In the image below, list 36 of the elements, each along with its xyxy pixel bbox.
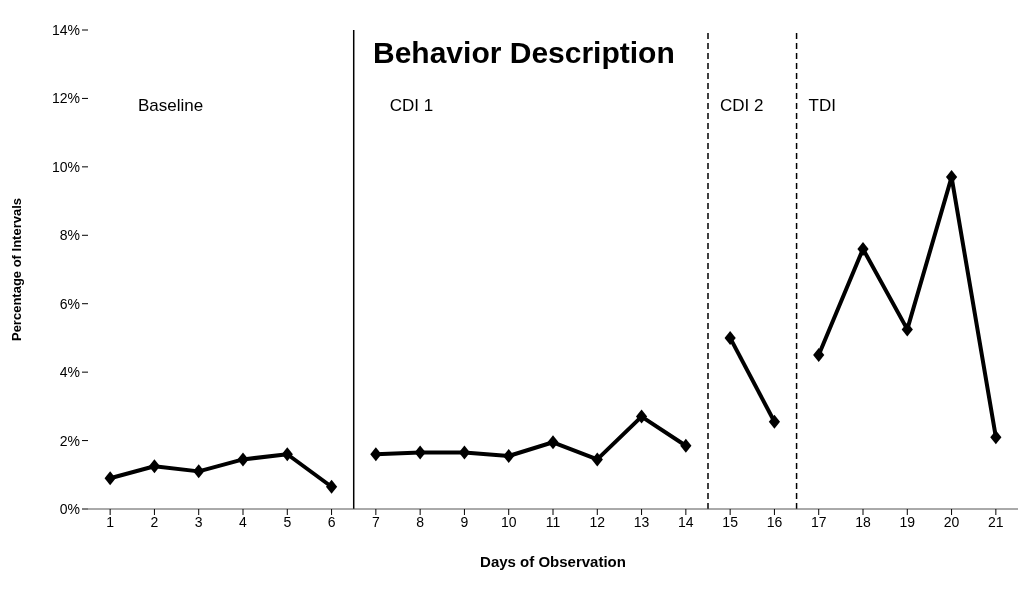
x-tick-label: 19 <box>899 513 916 530</box>
x-tick-label: 21 <box>988 513 1004 530</box>
x-tick-label: 5 <box>283 513 292 530</box>
annotation: TDI <box>808 96 836 116</box>
x-tick-label: 1 <box>106 513 115 530</box>
y-tick-label: 4% <box>59 364 80 381</box>
x-tick-label: 13 <box>633 513 650 530</box>
y-tick-label: 0% <box>59 500 80 517</box>
annotation: Baseline <box>138 96 204 116</box>
y-tick-label: 8% <box>59 227 80 244</box>
x-tick-label: 14 <box>678 513 694 530</box>
x-tick-label: 12 <box>589 513 606 530</box>
x-tick-label: 17 <box>810 513 827 530</box>
x-tick-label: 11 <box>545 513 561 530</box>
x-axis-title: Days of Observation <box>480 553 626 570</box>
x-tick-label: 2 <box>150 513 159 530</box>
y-tick-label: 14% <box>51 21 80 38</box>
y-tick-label: 6% <box>59 295 80 312</box>
chart-title: Behavior Description <box>373 36 675 70</box>
annotation: CDI 2 <box>720 96 764 116</box>
x-tick-label: 9 <box>460 513 469 530</box>
x-tick-label: 15 <box>722 513 739 530</box>
x-tick-label: 3 <box>194 513 203 530</box>
x-tick-label: 7 <box>371 513 380 530</box>
y-tick-label: 10% <box>51 158 80 175</box>
x-tick-label: 16 <box>766 513 783 530</box>
y-tick-label: 2% <box>59 432 80 449</box>
y-tick-label: 12% <box>51 90 80 107</box>
x-tick-label: 18 <box>855 513 871 530</box>
x-tick-label: 4 <box>239 513 248 530</box>
x-tick-label: 8 <box>416 513 425 530</box>
x-tick-label: 10 <box>500 513 517 530</box>
x-tick-label: 6 <box>327 513 336 530</box>
y-axis-title: Percentage of Intervals <box>8 197 24 342</box>
annotation: CDI 1 <box>389 96 434 116</box>
x-tick-label: 20 <box>943 513 960 530</box>
